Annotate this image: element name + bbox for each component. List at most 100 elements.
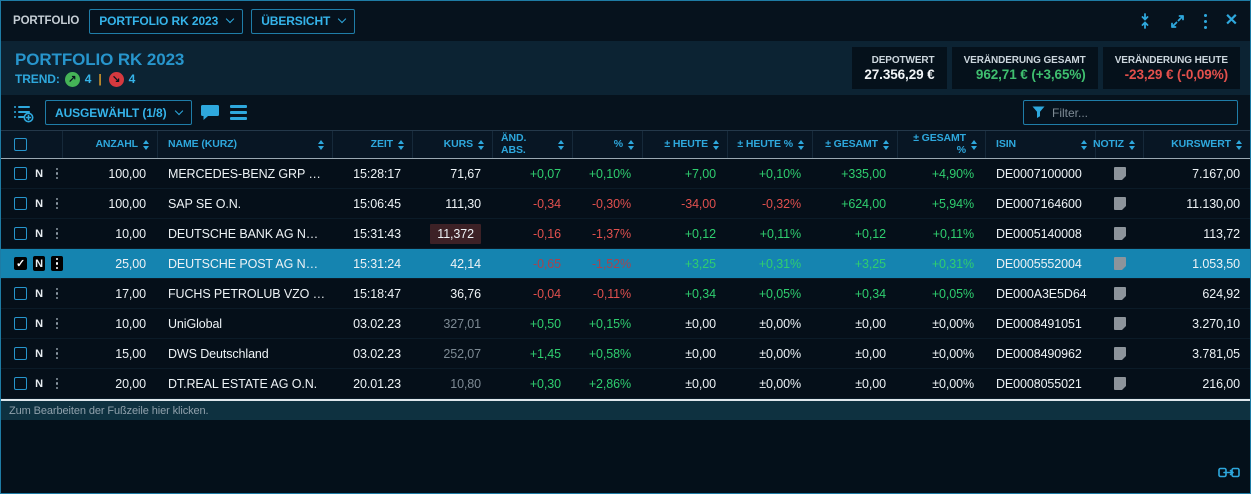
- column-header-zeit[interactable]: ZEIT: [333, 131, 413, 158]
- cell-pct: -0,30%: [591, 196, 631, 211]
- collapse-icon[interactable]: [1137, 13, 1153, 29]
- chat-icon[interactable]: [200, 104, 220, 122]
- row-checkbox[interactable]: [14, 167, 27, 180]
- row-menu-icon[interactable]: [51, 256, 63, 271]
- selection-dropdown[interactable]: AUSGEWÄHLT (1/8): [45, 100, 192, 125]
- column-header-aend-abs[interactable]: ÄND. ABS.: [493, 131, 573, 158]
- stat-label: VERÄNDERUNG HEUTE: [1114, 54, 1228, 66]
- column-header-name-kurz[interactable]: NAME (KURZ): [158, 131, 333, 158]
- cell-gesamt-pct: ±0,00%: [932, 376, 974, 391]
- column-header-anzahl[interactable]: ANZAHL: [63, 131, 158, 158]
- cell-aend-abs: -0,16: [533, 226, 561, 241]
- cell-heute-pct: ±0,00%: [759, 376, 801, 391]
- cell-heute-pct: +0,31%: [758, 256, 801, 271]
- cell-pct: +2,86%: [588, 376, 631, 391]
- cell-name: FUCHS PETROLUB VZO …: [168, 286, 326, 301]
- hamburger-icon[interactable]: [229, 105, 247, 120]
- cell-gesamt-pct: +0,11%: [932, 226, 974, 241]
- table-row[interactable]: N 15,00 DWS Deutschland 03.02.23 252,07 …: [1, 339, 1250, 369]
- table-row[interactable]: N 10,00 UniGlobal 03.02.23 327,01 +0,50 …: [1, 309, 1250, 339]
- cell-kurs: 42,14: [450, 256, 481, 271]
- column-header-heute[interactable]: ± HEUTE: [643, 131, 728, 158]
- row-menu-icon[interactable]: [51, 346, 63, 361]
- note-icon[interactable]: [1114, 317, 1126, 330]
- note-icon[interactable]: [1114, 377, 1126, 390]
- cell-kurswert: 3.781,05: [1192, 346, 1240, 361]
- filter-input[interactable]: [1052, 105, 1229, 120]
- add-to-list-icon[interactable]: [13, 103, 35, 123]
- column-header-notiz[interactable]: NOTIZ: [1093, 131, 1144, 158]
- column-header-kurs[interactable]: KURS: [413, 131, 493, 158]
- table-row[interactable]: N 17,00 FUCHS PETROLUB VZO … 15:18:47 36…: [1, 279, 1250, 309]
- link-icon[interactable]: [1218, 465, 1240, 485]
- cell-kurs: 327,01: [443, 316, 481, 331]
- select-all-checkbox[interactable]: [14, 138, 27, 151]
- row-menu-icon[interactable]: [51, 286, 63, 301]
- row-checkbox[interactable]: [14, 197, 27, 210]
- table-row[interactable]: N 25,00 DEUTSCHE POST AG N… 15:31:24 42,…: [1, 249, 1250, 279]
- close-icon[interactable]: ✕: [1224, 12, 1238, 29]
- column-header-isin[interactable]: ISIN: [986, 131, 1096, 158]
- note-icon[interactable]: [1114, 287, 1126, 300]
- table-row[interactable]: N 100,00 MERCEDES-BENZ GRP … 15:28:17 71…: [1, 159, 1250, 189]
- view-select[interactable]: ÜBERSICHT: [251, 8, 356, 34]
- sort-icon: [628, 139, 634, 150]
- table-row[interactable]: N 10,00 DEUTSCHE BANK AG N… 15:31:43 11,…: [1, 219, 1250, 249]
- cell-name: SAP SE O.N.: [168, 196, 242, 211]
- kebab-menu-icon[interactable]: [1202, 12, 1209, 31]
- cell-anzahl: 15,00: [115, 346, 146, 361]
- column-header-kurswert[interactable]: KURSWERT: [1144, 131, 1250, 158]
- cell-gesamt: +0,34: [854, 286, 886, 301]
- column-header-pct[interactable]: %: [573, 131, 643, 158]
- column-header-heute-pct[interactable]: ± HEUTE %: [728, 131, 813, 158]
- cell-heute: ±0,00: [685, 376, 716, 391]
- row-menu-icon[interactable]: [51, 316, 63, 331]
- cell-heute-pct: ±0,00%: [759, 316, 801, 331]
- stat-label: VERÄNDERUNG GESAMT: [963, 54, 1086, 66]
- row-news-badge: N: [35, 197, 43, 210]
- row-checkbox[interactable]: [14, 227, 27, 240]
- column-label: NOTIZ: [1093, 137, 1124, 150]
- cell-pct: +0,15%: [588, 316, 631, 331]
- table-row[interactable]: N 20,00 DT.REAL ESTATE AG O.N. 20.01.23 …: [1, 369, 1250, 399]
- cell-pct: -1,37%: [591, 226, 631, 241]
- filter-field[interactable]: [1023, 100, 1238, 125]
- row-menu-icon[interactable]: [51, 376, 63, 391]
- note-icon[interactable]: [1114, 257, 1126, 270]
- column-header-gesamt[interactable]: ± GESAMT: [813, 131, 898, 158]
- note-icon[interactable]: [1114, 347, 1126, 360]
- cell-aend-abs: -0,04: [533, 286, 561, 301]
- table-header: ANZAHL NAME (KURZ) ZEIT KURS ÄND. ABS.% ± HEU…: [1, 130, 1250, 159]
- cell-kurswert: 624,92: [1202, 286, 1240, 301]
- note-icon[interactable]: [1114, 167, 1126, 180]
- row-controls: N: [1, 279, 63, 308]
- note-icon[interactable]: [1114, 197, 1126, 210]
- column-label: ÄND. ABS.: [501, 131, 527, 156]
- stat-value: -23,29 € (-0,09%): [1124, 66, 1228, 82]
- row-checkbox[interactable]: [14, 287, 27, 300]
- note-icon[interactable]: [1114, 227, 1126, 240]
- column-label: ± HEUTE %: [737, 137, 793, 150]
- cell-notiz: [1096, 249, 1144, 278]
- portfolio-select[interactable]: PORTFOLIO RK 2023: [89, 8, 244, 34]
- row-checkbox[interactable]: [14, 257, 27, 270]
- cell-gesamt-pct: +0,05%: [931, 286, 974, 301]
- column-label: NAME (KURZ): [168, 137, 237, 150]
- cell-aend-abs: -0,34: [533, 196, 561, 211]
- column-header-gesamt-pct[interactable]: ± GESAMT %: [898, 131, 986, 158]
- cell-gesamt-pct: +0,31%: [931, 256, 974, 271]
- row-menu-icon[interactable]: [51, 196, 63, 211]
- row-news-badge: N: [35, 167, 43, 180]
- row-checkbox[interactable]: [14, 377, 27, 390]
- row-checkbox[interactable]: [14, 347, 27, 360]
- column-label: ± HEUTE: [664, 137, 708, 150]
- expand-icon[interactable]: [1169, 13, 1186, 30]
- portfolio-header: PORTFOLIO RK 2023 TREND: ↗ 4 | ↘ 4 DEPOT…: [1, 41, 1250, 95]
- column-label: ± GESAMT %: [913, 131, 966, 156]
- table-row[interactable]: N 100,00 SAP SE O.N. 15:06:45 111,30 -0,…: [1, 189, 1250, 219]
- row-menu-icon[interactable]: [51, 226, 63, 241]
- row-menu-icon[interactable]: [51, 166, 63, 181]
- row-checkbox[interactable]: [14, 317, 27, 330]
- cell-kurs: 36,76: [450, 286, 481, 301]
- footer-edit-hint[interactable]: Zum Bearbeiten der Fußzeile hier klicken…: [1, 401, 1250, 420]
